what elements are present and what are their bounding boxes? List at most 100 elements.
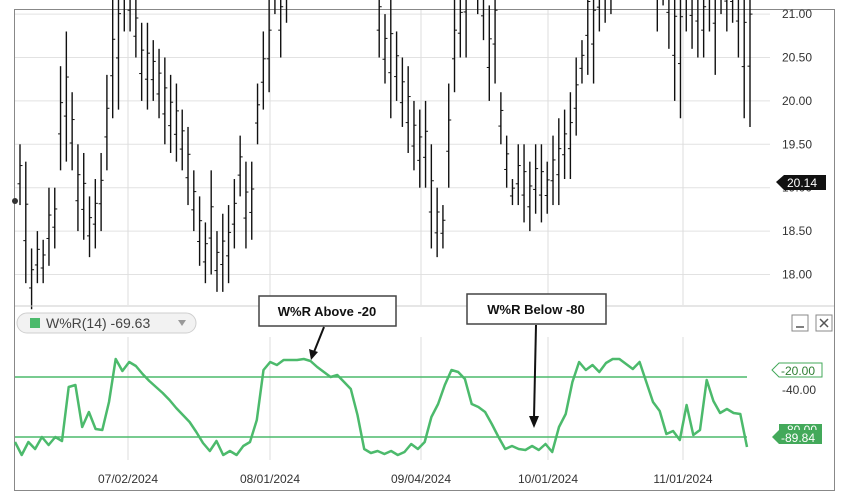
price-bar bbox=[735, 0, 740, 58]
callout-below: W%R Below -80 bbox=[466, 293, 607, 428]
price-bar bbox=[274, 0, 276, 15]
svg-text:-89.84: -89.84 bbox=[781, 431, 815, 445]
price-bar bbox=[562, 109, 568, 180]
price-bar bbox=[730, 0, 734, 23]
price-bar bbox=[376, 0, 382, 58]
price-bar bbox=[23, 161, 29, 284]
price-bar bbox=[243, 161, 249, 249]
price-bar bbox=[596, 0, 601, 32]
price-bar bbox=[231, 179, 237, 249]
price-bar bbox=[434, 187, 440, 258]
close-icon bbox=[819, 318, 829, 328]
chart-frame bbox=[14, 9, 835, 491]
wr-vertical-grid bbox=[127, 337, 684, 460]
price-bar bbox=[156, 48, 162, 119]
date-tick-label: 08/01/2024 bbox=[240, 472, 300, 486]
price-bar bbox=[285, 0, 288, 23]
price-bar bbox=[202, 222, 208, 284]
price-bar bbox=[440, 205, 446, 249]
price-bar bbox=[585, 0, 591, 75]
price-bar bbox=[708, 0, 711, 32]
price-bar bbox=[556, 118, 562, 206]
close-button[interactable] bbox=[815, 314, 833, 332]
price-bar bbox=[550, 135, 556, 206]
date-tick-label: 07/02/2024 bbox=[98, 472, 158, 486]
indicator-header[interactable]: W%R(14) -69.63 bbox=[16, 312, 197, 334]
price-bar bbox=[695, 0, 699, 58]
price-bar bbox=[237, 135, 243, 197]
price-bar bbox=[255, 83, 261, 145]
price-bar bbox=[405, 66, 411, 153]
price-bar bbox=[34, 231, 40, 284]
price-bar bbox=[720, 0, 722, 15]
price-bar bbox=[428, 144, 434, 249]
price-bar bbox=[399, 57, 405, 127]
indicator-label-box[interactable] bbox=[16, 312, 197, 334]
price-bar bbox=[724, 0, 728, 32]
price-bar bbox=[75, 144, 81, 232]
price-bar bbox=[423, 100, 429, 188]
price-bar bbox=[579, 40, 585, 84]
price-vertical-grid bbox=[127, 10, 684, 305]
price-bar bbox=[17, 144, 23, 206]
callout-below-text: W%R Below -80 bbox=[487, 302, 585, 317]
price-bar bbox=[509, 179, 515, 206]
price-bar bbox=[220, 213, 226, 292]
callout-below-arrowhead bbox=[529, 416, 539, 428]
price-bar bbox=[98, 152, 104, 232]
price-bar bbox=[249, 161, 255, 240]
price-bar bbox=[104, 74, 110, 171]
price-bar bbox=[185, 126, 191, 206]
callout-above-box bbox=[258, 295, 397, 327]
price-bar bbox=[685, 0, 687, 32]
price-bar bbox=[168, 74, 174, 153]
price-bar bbox=[40, 239, 46, 284]
price-bars bbox=[17, 0, 753, 310]
price-bar bbox=[115, 0, 121, 110]
price-bar bbox=[538, 144, 544, 223]
price-bar bbox=[662, 0, 664, 6]
price-tick-label: 20.00 bbox=[782, 94, 812, 108]
price-bar bbox=[492, 0, 498, 84]
price-panel: 18.0018.5019.0019.5020.0020.5021.0021.50… bbox=[12, 0, 826, 310]
wr-badge-upper: -20.00 bbox=[771, 362, 823, 378]
price-bar bbox=[533, 144, 539, 214]
caret-down-icon[interactable] bbox=[178, 320, 186, 326]
price-bar bbox=[463, 0, 467, 58]
indicator-label: W%R(14) -69.63 bbox=[46, 315, 150, 331]
price-bar bbox=[573, 57, 579, 136]
price-bar bbox=[226, 205, 232, 284]
date-axis-ticks: 07/02/2024 08/01/2024 09/04/2024 10/01/2024… bbox=[98, 472, 713, 486]
price-bar bbox=[567, 92, 573, 180]
price-bar bbox=[110, 0, 116, 119]
price-bar bbox=[457, 0, 463, 58]
callout-above-arrowhead bbox=[309, 349, 318, 360]
minimize-button[interactable] bbox=[791, 314, 809, 332]
price-bar bbox=[672, 0, 678, 101]
price-tick-label: 19.50 bbox=[782, 137, 812, 151]
price-bar bbox=[446, 83, 452, 188]
price-grid bbox=[15, 13, 770, 275]
price-bar bbox=[701, 0, 707, 58]
price-bar bbox=[498, 92, 504, 145]
price-tick-label: 18.50 bbox=[782, 224, 812, 238]
price-bar bbox=[63, 31, 69, 162]
price-bar bbox=[29, 248, 35, 310]
price-bar bbox=[411, 100, 417, 171]
left-edge-marker bbox=[12, 198, 18, 204]
callout-above: W%R Above -20 bbox=[258, 295, 397, 360]
wr-tick-mid: -40.00 bbox=[782, 383, 816, 397]
price-bar bbox=[741, 0, 747, 119]
price-bar bbox=[69, 92, 75, 171]
price-bar bbox=[214, 231, 220, 292]
price-bar bbox=[208, 170, 214, 275]
price-bar bbox=[515, 144, 521, 206]
wr-panel: -20.00 -40.00 -80.00 -89.84 bbox=[13, 337, 823, 460]
callout-below-box bbox=[466, 293, 607, 325]
price-bar bbox=[87, 196, 93, 258]
callout-below-arrow-shaft bbox=[533, 324, 537, 419]
price-bar bbox=[260, 31, 266, 110]
price-bar bbox=[278, 0, 284, 58]
wr-badge-current: -89.84 bbox=[772, 430, 822, 445]
